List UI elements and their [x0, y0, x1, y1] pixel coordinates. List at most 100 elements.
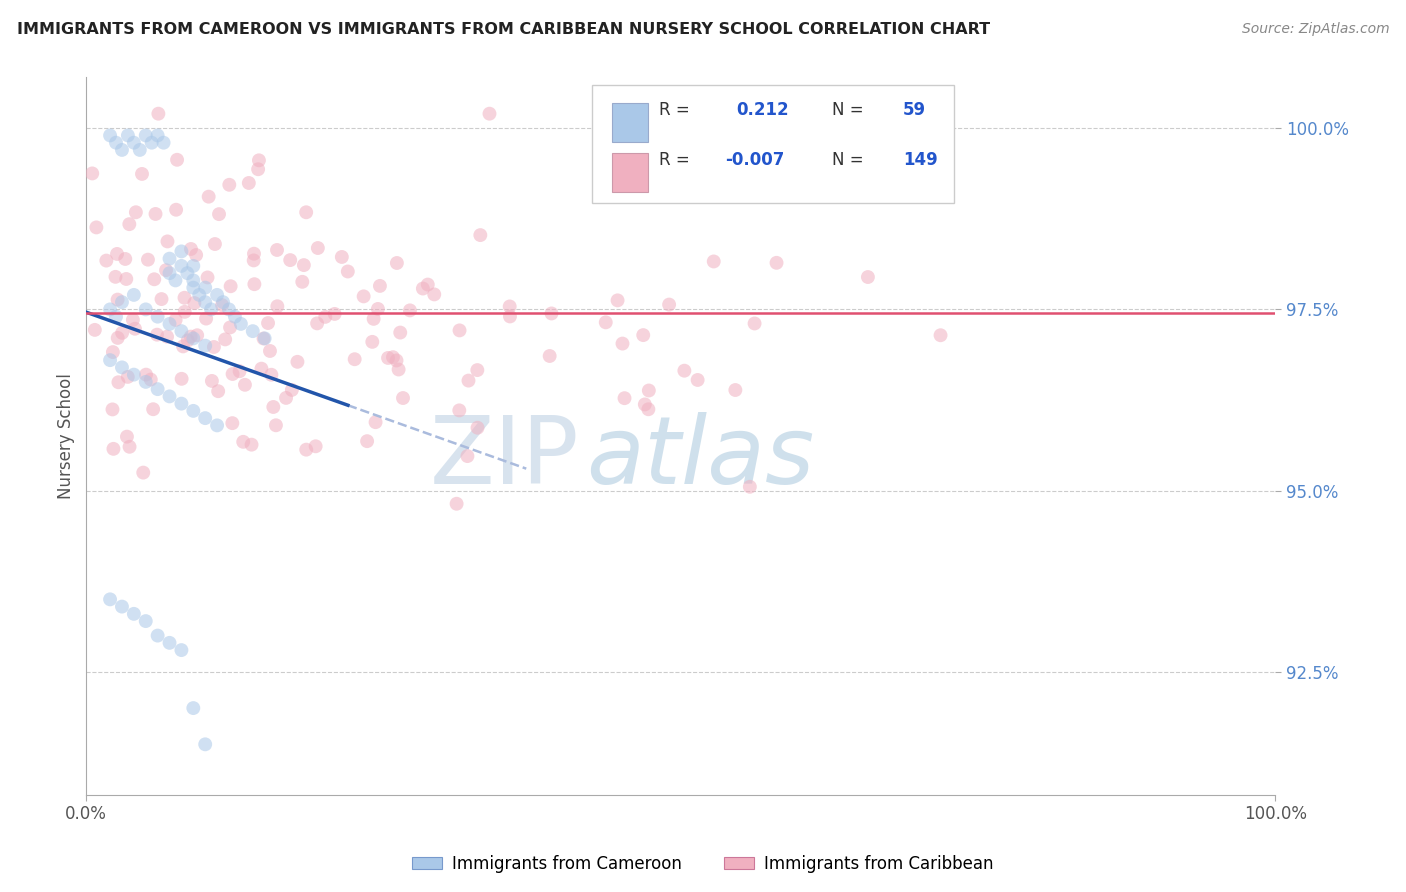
Point — [929, 328, 952, 343]
Point — [146, 310, 169, 324]
Point — [253, 331, 276, 345]
Point — [156, 235, 179, 249]
Point — [343, 352, 366, 367]
Point — [307, 241, 329, 255]
Point — [399, 303, 422, 318]
Point — [264, 418, 287, 433]
Point — [197, 189, 219, 203]
Point — [98, 128, 121, 143]
Point — [152, 136, 174, 150]
Point — [228, 364, 250, 378]
Point — [364, 415, 387, 429]
Point — [135, 302, 157, 317]
Point — [135, 375, 157, 389]
Point — [155, 263, 177, 277]
Point — [104, 269, 127, 284]
Point — [499, 310, 522, 324]
Point — [262, 400, 284, 414]
Point — [98, 592, 121, 607]
Point — [146, 629, 169, 643]
Point — [111, 360, 134, 375]
Y-axis label: Nursery School: Nursery School — [58, 374, 75, 500]
Point — [136, 252, 159, 267]
Point — [747, 158, 769, 172]
Point — [159, 266, 181, 280]
Point — [218, 302, 240, 317]
Point — [221, 367, 243, 381]
Point — [181, 273, 204, 287]
Point — [139, 373, 162, 387]
Point — [377, 351, 399, 365]
Point — [115, 272, 138, 286]
Point — [170, 643, 193, 657]
Point — [207, 384, 229, 399]
Point — [205, 418, 228, 433]
Text: 59: 59 — [903, 101, 927, 119]
Text: 0.212: 0.212 — [737, 101, 789, 119]
Point — [202, 340, 225, 354]
Point — [96, 253, 118, 268]
Point — [107, 293, 129, 307]
Bar — [612, 103, 648, 142]
Point — [457, 374, 479, 388]
Point — [107, 376, 129, 390]
Point — [118, 217, 141, 231]
Point — [214, 332, 236, 346]
Point — [212, 295, 235, 310]
Point — [146, 128, 169, 143]
Point — [211, 298, 233, 312]
Point — [233, 377, 256, 392]
Point — [159, 252, 181, 266]
Legend: Immigrants from Cameroon, Immigrants from Caribbean: Immigrants from Cameroon, Immigrants fro… — [406, 848, 1000, 880]
Point — [392, 391, 415, 405]
Point — [634, 397, 657, 411]
Point — [540, 306, 562, 320]
Point — [98, 302, 121, 317]
Point — [744, 317, 766, 331]
Point — [135, 614, 157, 628]
Point — [724, 383, 747, 397]
Point — [148, 106, 170, 120]
Point — [637, 384, 659, 398]
Text: IMMIGRANTS FROM CAMEROON VS IMMIGRANTS FROM CARIBBEAN NURSERY SCHOOL CORRELATION: IMMIGRANTS FROM CAMEROON VS IMMIGRANTS F… — [17, 22, 990, 37]
Point — [141, 136, 163, 150]
Point — [385, 353, 408, 368]
Point — [238, 176, 260, 190]
Point — [856, 270, 879, 285]
Point — [361, 334, 384, 349]
Point — [114, 252, 136, 266]
Point — [117, 370, 139, 384]
Point — [368, 279, 391, 293]
Point — [176, 266, 198, 280]
Point — [658, 297, 681, 311]
Point — [145, 207, 167, 221]
Point — [186, 248, 208, 262]
Point — [173, 291, 195, 305]
Point — [367, 301, 389, 316]
Point — [307, 317, 329, 331]
Point — [232, 434, 254, 449]
Point — [257, 316, 280, 330]
Point — [389, 326, 412, 340]
Point — [221, 416, 243, 430]
Point — [132, 466, 155, 480]
Point — [194, 338, 217, 352]
Point — [122, 136, 145, 150]
Text: 149: 149 — [903, 151, 938, 169]
Point — [218, 178, 240, 192]
Point — [595, 315, 617, 329]
Point — [165, 202, 187, 217]
Point — [295, 442, 318, 457]
Point — [125, 205, 148, 219]
Point — [631, 328, 654, 343]
Point — [738, 480, 761, 494]
Point — [252, 331, 274, 345]
Point — [612, 336, 634, 351]
Point — [159, 317, 181, 331]
Point — [111, 143, 134, 157]
Point — [181, 701, 204, 715]
Point — [194, 280, 217, 294]
Point — [150, 292, 173, 306]
Point — [181, 280, 204, 294]
Point — [146, 327, 169, 342]
